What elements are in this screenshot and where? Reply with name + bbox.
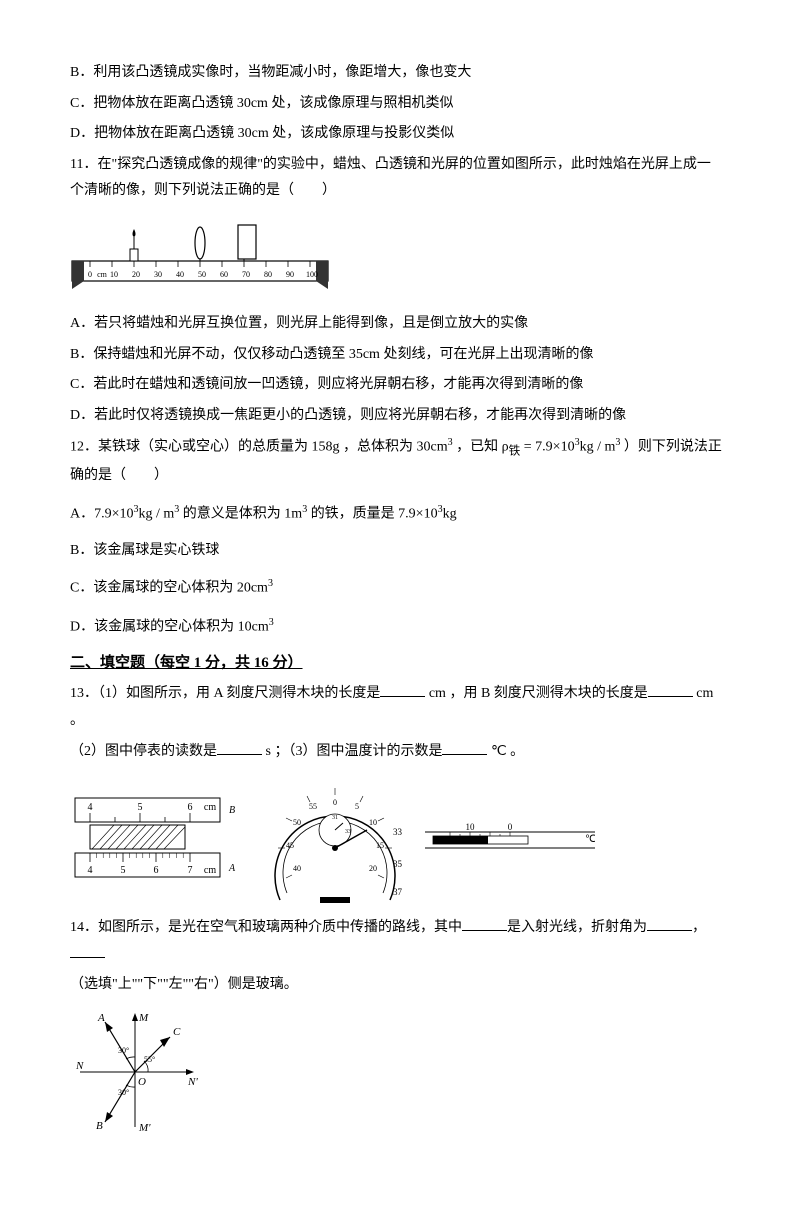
q12-opt-a: A．7.9×103kg / m3 的意义是体积为 1m3 的铁，质量是 7.9×… (70, 500, 724, 528)
svg-text:33: 33 (393, 827, 403, 837)
svg-text:0: 0 (333, 798, 337, 807)
q12-opt-c: C．该金属球的空心体积为 20cm3 (70, 574, 724, 602)
svg-text:cm: cm (204, 802, 216, 813)
svg-text:55°: 55° (144, 1055, 155, 1064)
q11-opt-d: D．若此时仅将透镜换成一焦距更小的凸透镜，则应将光屏朝右移，才能再次得到清晰的像 (70, 403, 724, 430)
svg-text:70: 70 (242, 270, 250, 279)
svg-text:4: 4 (88, 802, 93, 813)
svg-text:C: C (173, 1026, 181, 1038)
svg-text:4: 4 (88, 865, 93, 876)
q10-opt-d: D．把物体放在距离凸透镜 30cm 处，该成像原理与投影仪类似 (70, 121, 724, 148)
q11-stem: 11．在"探究凸透镜成像的规律"的实验中，蜡烛、凸透镜和光屏的位置如图所示，此时… (70, 152, 724, 205)
svg-text:5: 5 (138, 802, 143, 813)
svg-text:A: A (228, 863, 236, 874)
svg-text:31: 31 (332, 815, 338, 821)
svg-text:30: 30 (154, 270, 162, 279)
svg-text:15: 15 (376, 841, 384, 850)
q13-line2: （2）图中停表的读数是 s ；（3）图中温度计的示数是 ℃ 。 (70, 739, 724, 766)
svg-text:50: 50 (198, 270, 206, 279)
svg-text:7: 7 (188, 865, 193, 876)
svg-text:30°: 30° (118, 1046, 129, 1055)
svg-text:55: 55 (309, 802, 317, 811)
q12-opt-d: D．该金属球的空心体积为 10cm3 (70, 613, 724, 641)
svg-text:100: 100 (306, 270, 318, 279)
svg-text:5: 5 (355, 802, 359, 811)
svg-text:M: M (138, 1012, 149, 1024)
svg-text:0: 0 (508, 822, 513, 832)
ruler-figure: 4 5 6 cm B 4 (70, 793, 245, 888)
svg-text:℃: ℃ (585, 834, 595, 845)
q11-opt-a: A．若只将蜡烛和光屏互换位置，则光屏上能得到像，且是倒立放大的实像 (70, 311, 724, 338)
svg-text:6: 6 (154, 865, 159, 876)
svg-text:45: 45 (286, 841, 294, 850)
svg-text:0: 0 (88, 270, 92, 279)
q10-opt-b: B．利用该凸透镜成实像时，当物距减小时，像距增大，像也变大 (70, 60, 724, 87)
stopwatch-figure: 0 5 10 15 55 50 45 20 40 31 33 33 35 37 (265, 775, 405, 905)
svg-text:A: A (97, 1012, 105, 1024)
q14-line2: （选填"上""下""左""右"）侧是玻璃。 (70, 972, 724, 999)
svg-text:10: 10 (466, 822, 476, 832)
q12-opt-b: B．该金属球是实心铁球 (70, 538, 724, 565)
section-2-title: 二、填空题（每空 1 分，共 16 分） (70, 649, 724, 678)
svg-text:37: 37 (393, 887, 403, 897)
q14-line1: 14．如图所示，是光在空气和玻璃两种介质中传播的路线，其中是入射光线，折射角为， (70, 915, 724, 968)
svg-text:30°: 30° (118, 1088, 129, 1097)
svg-text:N': N' (187, 1076, 198, 1088)
svg-text:cm: cm (97, 270, 108, 279)
svg-text:40: 40 (176, 270, 184, 279)
svg-text:5: 5 (121, 865, 126, 876)
q14-figure: A M C N O N' B M' 30° 55° 30° (70, 1007, 724, 1137)
q13-figures: 4 5 6 cm B 4 (70, 775, 724, 905)
svg-text:20: 20 (132, 270, 140, 279)
svg-text:B: B (96, 1120, 103, 1132)
svg-text:40: 40 (293, 864, 301, 873)
svg-text:6: 6 (188, 802, 193, 813)
svg-text:20: 20 (369, 864, 377, 873)
thermometer-figure: 10 0 ℃ (425, 820, 595, 860)
svg-text:cm: cm (204, 865, 216, 876)
svg-text:33: 33 (345, 829, 351, 835)
q11-opt-c: C．若此时在蜡烛和透镜间放一凹透镜，则应将光屏朝右移，才能再次得到清晰的像 (70, 372, 724, 399)
q12-stem: 12．某铁球（实心或空心）的总质量为 158g ，总体积为 30cm3 ，已知 … (70, 433, 724, 489)
svg-text:O: O (138, 1076, 146, 1088)
q11-figure: 0 cm 10 20 30 40 50 60 70 80 90 100 (70, 217, 724, 295)
svg-text:60: 60 (220, 270, 228, 279)
q11-opt-b: B．保持蜡烛和光屏不动，仅仅移动凸透镜至 35cm 处刻线，可在光屏上出现清晰的… (70, 342, 724, 369)
svg-text:10: 10 (369, 818, 377, 827)
svg-text:80: 80 (264, 270, 272, 279)
svg-text:M': M' (138, 1122, 151, 1134)
q10-opt-c: C．把物体放在距离凸透镜 30cm 处，该成像原理与照相机类似 (70, 91, 724, 118)
svg-text:10: 10 (110, 270, 118, 279)
svg-text:35: 35 (393, 859, 403, 869)
q13-line1: 13．（1）如图所示，用 A 刻度尺测得木块的长度是 cm ，用 B 刻度尺测得… (70, 681, 724, 734)
svg-text:50: 50 (293, 818, 301, 827)
svg-text:B: B (229, 805, 235, 816)
svg-text:N: N (75, 1060, 84, 1072)
svg-text:90: 90 (286, 270, 294, 279)
